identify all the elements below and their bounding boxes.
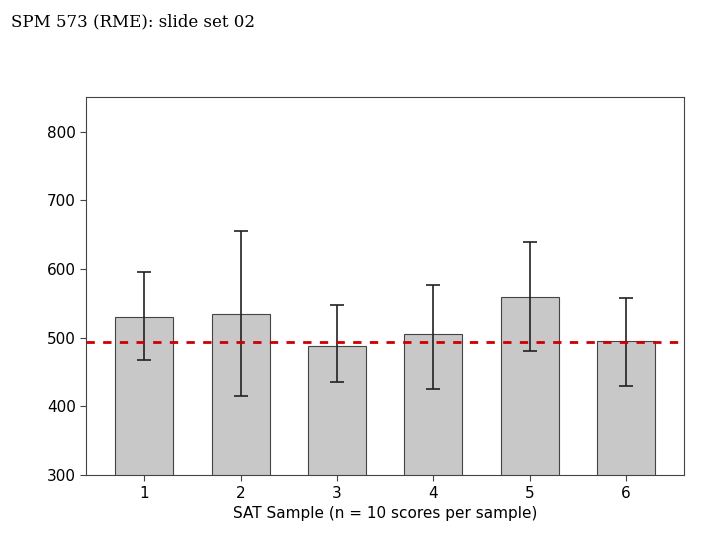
Bar <box>598 341 655 540</box>
Text: SPM 573 (RME): slide set 02: SPM 573 (RME): slide set 02 <box>11 14 255 30</box>
Bar <box>501 296 559 540</box>
Bar <box>405 334 462 540</box>
Bar <box>308 346 366 540</box>
Bar <box>115 317 173 540</box>
Bar <box>212 314 269 540</box>
X-axis label: SAT Sample (n = 10 scores per sample): SAT Sample (n = 10 scores per sample) <box>233 506 537 521</box>
